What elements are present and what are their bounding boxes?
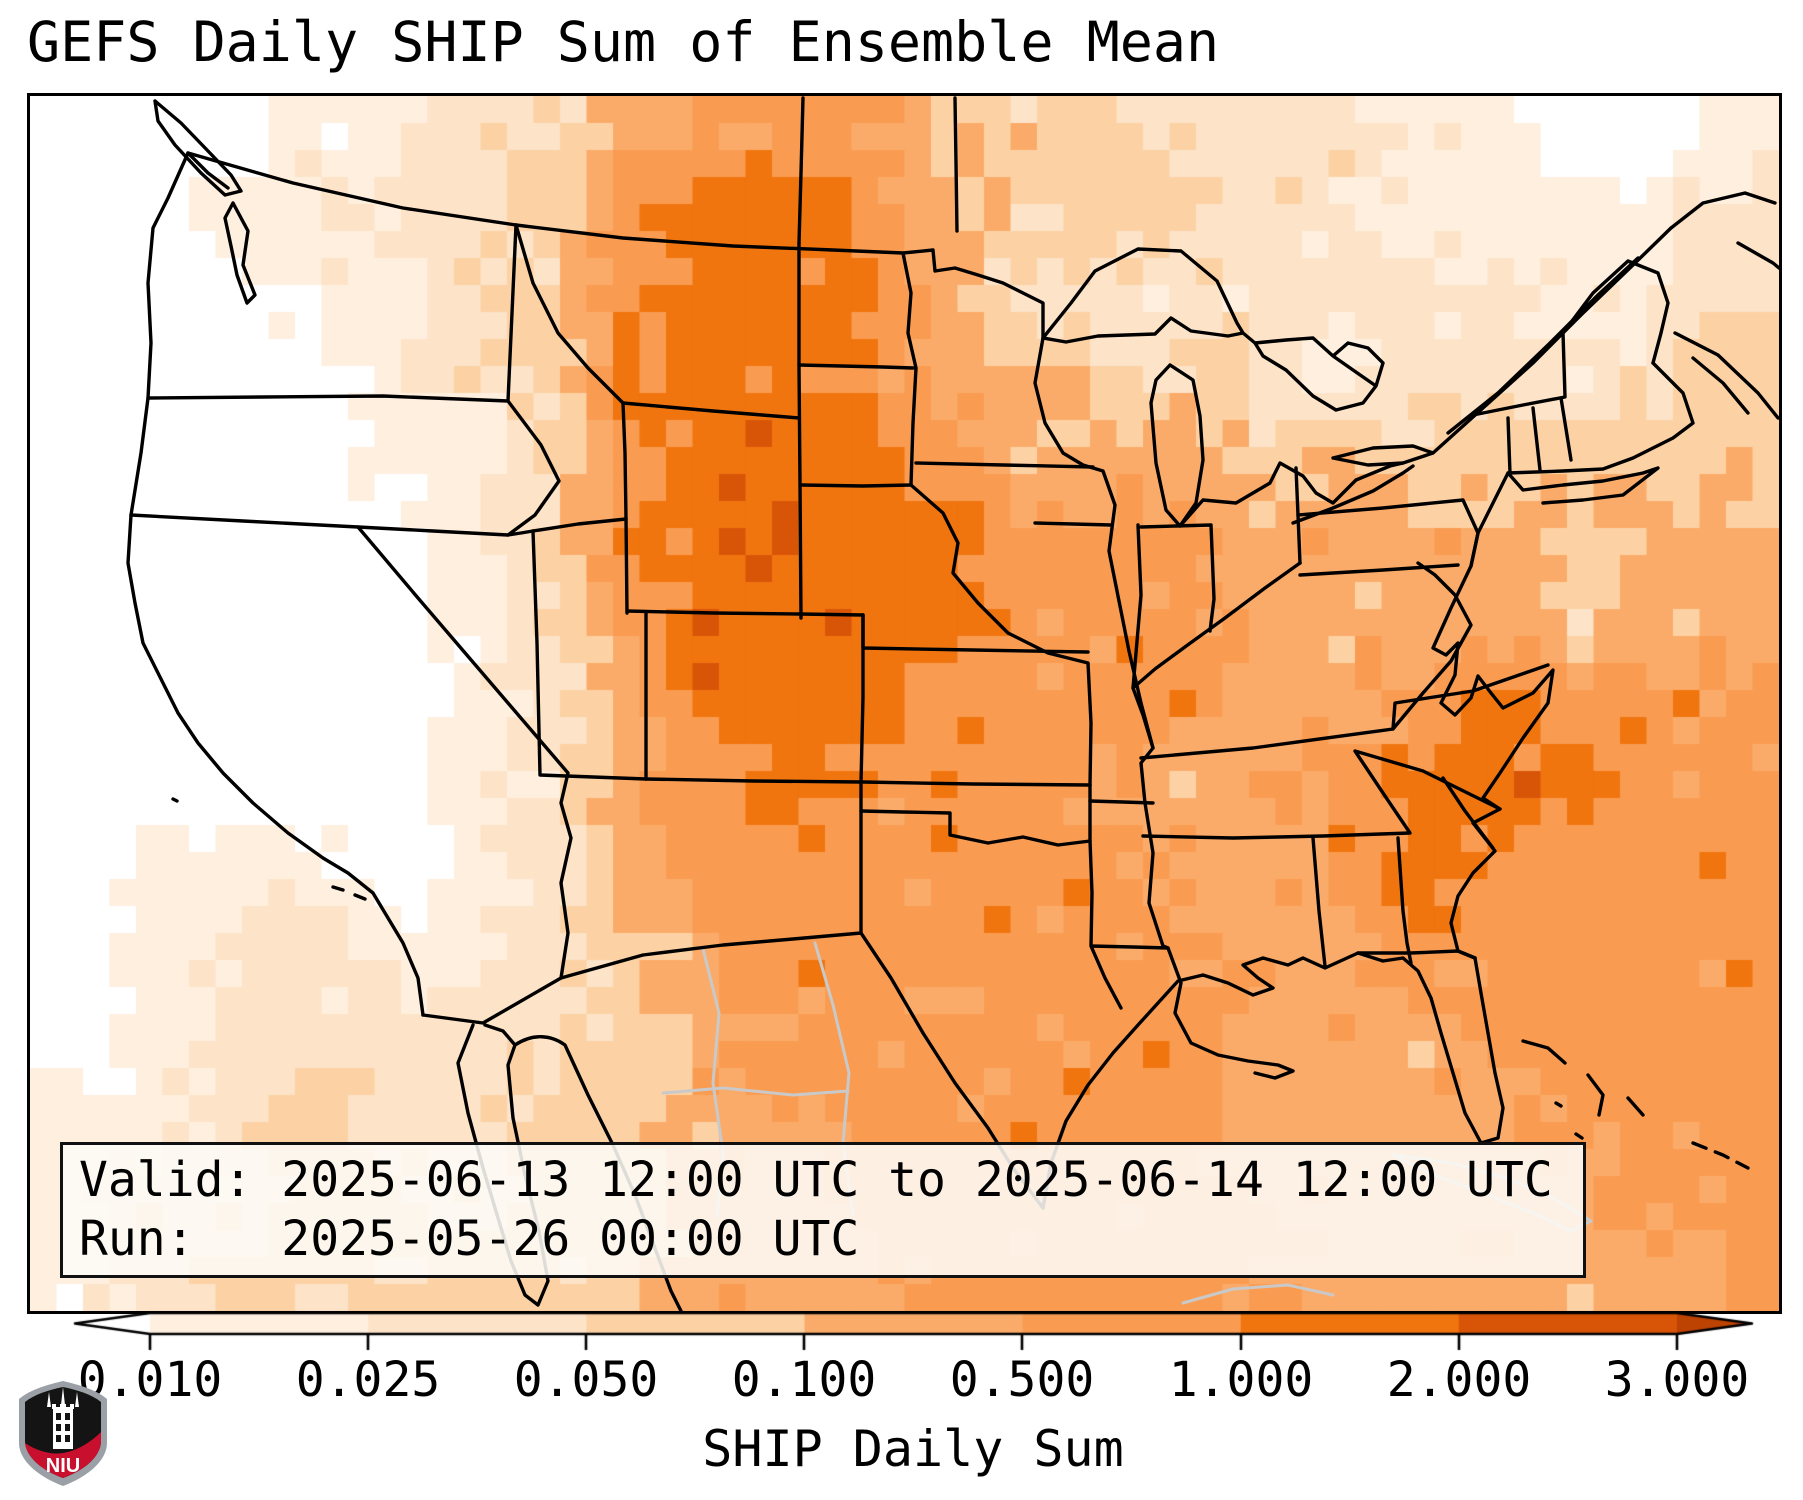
ship-heatmap-canvas [30,96,1779,1311]
valid-run-info-box: Valid: 2025-06-13 12:00 UTC to 2025-06-1… [60,1142,1586,1278]
colorbar [0,1306,1803,1366]
niu-logo: NIU [19,1381,107,1486]
cbar-tick-6: 2.000 [1386,1352,1532,1408]
colorbar-canvas [0,1306,1803,1366]
cbar-tick-2: 0.050 [513,1352,659,1408]
cbar-tick-7: 3.000 [1604,1352,1750,1408]
cbar-tick-3: 0.100 [731,1352,877,1408]
cbar-tick-4: 0.500 [949,1352,1095,1408]
map-panel: Valid: 2025-06-13 12:00 UTC to 2025-06-1… [27,93,1782,1314]
niu-logo-text: NIU [46,1455,80,1477]
cbar-tick-1: 0.025 [295,1352,441,1408]
cbar-tick-5: 1.000 [1168,1352,1314,1408]
run-time-text: Run: 2025-05-26 00:00 UTC [79,1211,860,1267]
valid-time-text: Valid: 2025-06-13 12:00 UTC to 2025-06-1… [79,1152,1553,1208]
map-borders-overlay [126,96,1779,1311]
niu-red-band [25,1432,101,1478]
colorbar-axis-label: SHIP Daily Sum [702,1420,1124,1478]
page-title: GEFS Daily SHIP Sum of Ensemble Mean [27,10,1220,74]
niu-tower-icon [47,1387,79,1449]
state-coast-borders [126,96,1779,1311]
colorbar-tick-labels: 0.010 0.025 0.050 0.100 0.500 1.000 2.00… [0,1352,1803,1408]
